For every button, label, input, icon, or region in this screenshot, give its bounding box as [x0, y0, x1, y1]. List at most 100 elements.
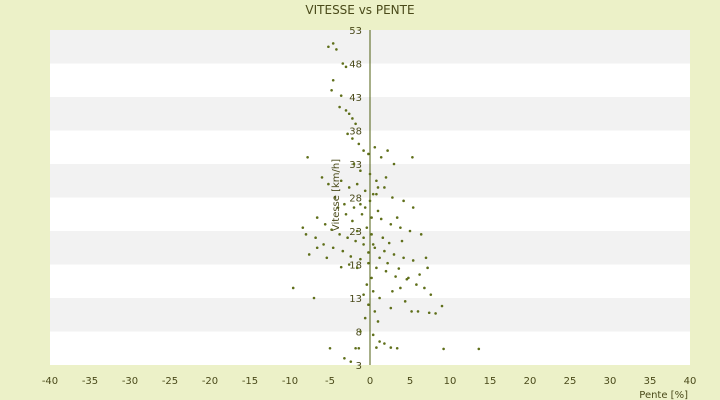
scatter-point — [304, 233, 308, 236]
scatter-point — [386, 261, 389, 265]
scatter-point — [383, 249, 386, 253]
y-tick-label: 33 — [349, 160, 362, 171]
x-tick-labels: -40 -35 -30 -25 -20 -15 -10 -5 0 5 10 15 20 25 30 35 40 — [42, 376, 697, 387]
y-tick-label: 43 — [349, 93, 362, 104]
scatter-point — [371, 192, 375, 196]
scatter-point — [357, 346, 361, 350]
scatter-points — [291, 42, 481, 363]
scatter-point — [376, 209, 380, 213]
scatter-point — [386, 149, 389, 152]
scatter-point — [367, 303, 370, 307]
scatter-point — [375, 346, 378, 349]
scatter-point — [379, 156, 383, 159]
scatter-point — [376, 320, 380, 323]
y-tick-label: 3 — [356, 361, 362, 372]
scatter-point — [392, 162, 396, 166]
scatter-point — [373, 246, 377, 250]
x-tick-label: -5 — [325, 376, 335, 387]
scatter-point — [355, 229, 359, 233]
scatter-point — [397, 267, 401, 270]
scatter-point — [339, 265, 343, 269]
scatter-point — [359, 169, 362, 172]
scatter-point — [351, 219, 354, 223]
chart-title: VITESSE vs PENTE — [305, 3, 414, 17]
scatter-point — [327, 45, 330, 49]
scatter-point — [347, 263, 351, 266]
scatter-point — [371, 290, 375, 293]
scatter-point — [423, 286, 426, 290]
x-axis-label: Pente [%] — [639, 390, 688, 400]
scatter-point — [354, 122, 357, 126]
scatter-point — [352, 162, 356, 166]
scatter-point — [391, 196, 394, 199]
x-tick-label: 30 — [604, 376, 617, 387]
scatter-point — [330, 228, 333, 231]
scatter-point — [395, 346, 399, 350]
scatter-point — [365, 226, 369, 229]
scatter-point — [347, 186, 351, 189]
scatter-point — [378, 296, 381, 300]
x-tick-label: -20 — [202, 376, 218, 387]
x-tick-label: 15 — [484, 376, 497, 387]
scatter-point — [314, 236, 317, 239]
scatter-point — [387, 241, 391, 245]
scatter-point — [434, 312, 437, 315]
scatter-point — [351, 137, 354, 140]
scatter-point — [312, 296, 316, 300]
scatter-point — [363, 316, 367, 320]
scatter-point — [378, 340, 381, 343]
scatter-point — [371, 243, 375, 246]
y-tick-label: 8 — [356, 328, 362, 339]
scatter-point — [359, 202, 362, 206]
scatter-point — [355, 266, 359, 270]
scatter-point — [330, 89, 333, 92]
x-tick-label: 25 — [564, 376, 577, 387]
scatter-point — [392, 253, 396, 256]
scatter-point — [322, 243, 325, 246]
scatter-point — [411, 259, 415, 262]
scatter-point — [415, 283, 418, 286]
scatter-point — [442, 347, 445, 351]
scatter-point — [376, 186, 380, 189]
scatter-point — [408, 229, 412, 233]
x-tick-label: -35 — [82, 376, 98, 387]
scatter-point — [343, 202, 346, 206]
scatter-point — [291, 286, 295, 290]
scatter-point — [362, 243, 365, 246]
x-tick-label: -30 — [122, 376, 138, 387]
scatter-point — [367, 152, 370, 156]
scatter-point — [402, 199, 405, 203]
x-tick-label: 0 — [367, 376, 373, 387]
scatter-point — [410, 310, 413, 313]
x-tick-label: -25 — [162, 376, 178, 387]
scatter-point — [383, 342, 386, 345]
scatter-point — [399, 286, 402, 290]
scatter-point — [373, 145, 377, 149]
scatter-point — [362, 149, 365, 152]
x-tick-label: -40 — [42, 376, 58, 387]
scatter-point — [355, 182, 359, 186]
scatter-point — [370, 216, 373, 219]
scatter-point — [394, 275, 397, 278]
scatter-point — [362, 293, 365, 296]
scatter-point — [407, 276, 410, 280]
scatter-point — [357, 142, 361, 146]
scatter-point — [331, 78, 335, 82]
scatter-point — [301, 226, 305, 229]
scatter-point — [375, 192, 378, 196]
y-tick-label: 23 — [349, 227, 362, 238]
scatter-point — [378, 256, 381, 260]
scatter-point — [307, 253, 311, 256]
scatter-point — [363, 189, 367, 193]
scatter-point — [368, 172, 372, 176]
scatter-point — [363, 206, 367, 209]
scatter-point — [362, 236, 365, 239]
scatter-point — [336, 206, 340, 209]
x-tick-label: 35 — [644, 376, 657, 387]
scatter-point — [333, 196, 337, 199]
scatter-point — [389, 223, 393, 226]
scatter-point — [384, 269, 388, 273]
scatter-point — [403, 300, 407, 303]
scatter-point — [360, 212, 364, 216]
